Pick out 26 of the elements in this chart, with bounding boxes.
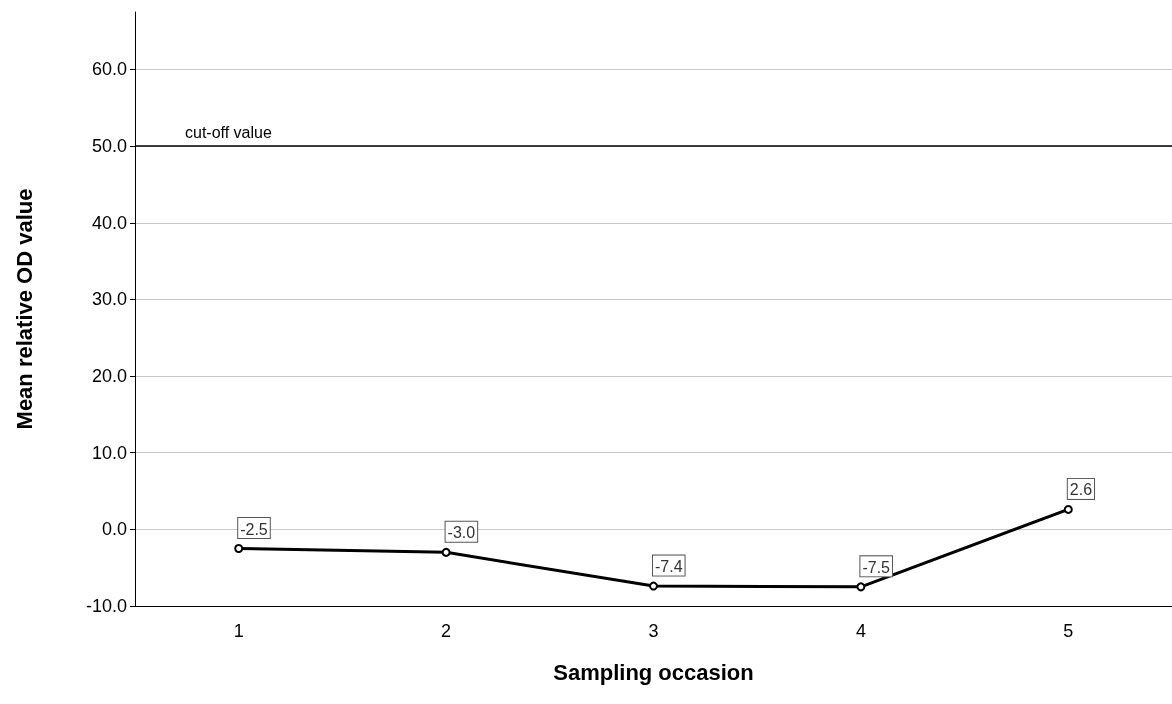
x-tick-label: 2 [441,621,452,641]
y-tick-label: 50.0 [91,136,127,157]
y-tick-label: 60.0 [91,59,127,80]
data-label: 2.6 [1069,481,1093,499]
data-label: -3.0 [447,524,476,542]
y-tick-label: 10.0 [91,442,127,463]
y-tick-label: 0.0 [101,519,127,540]
x-tick-label: 4 [855,621,866,641]
point [1063,504,1073,514]
y-tick-label: 40.0 [91,212,127,233]
x-tick-label: 1 [233,621,244,641]
x-axis-title: Sampling occasion [553,659,754,685]
point [649,581,658,591]
point [234,544,244,554]
x-tick-label: 3 [648,621,659,641]
x-tick-label: 5 [1063,621,1074,641]
ref-line-label: cut-off value [185,123,272,141]
data-label: -7.4 [655,558,683,576]
point [441,547,451,557]
y-axis-title: Mean relative OD value [11,188,37,430]
point [856,582,866,592]
y-tick-label: -10.0 [85,596,127,616]
data-label: -2.5 [240,520,268,538]
data-label: -7.5 [862,558,891,576]
y-tick-label: 30.0 [91,289,127,310]
y-tick-label: 20.0 [91,366,127,387]
